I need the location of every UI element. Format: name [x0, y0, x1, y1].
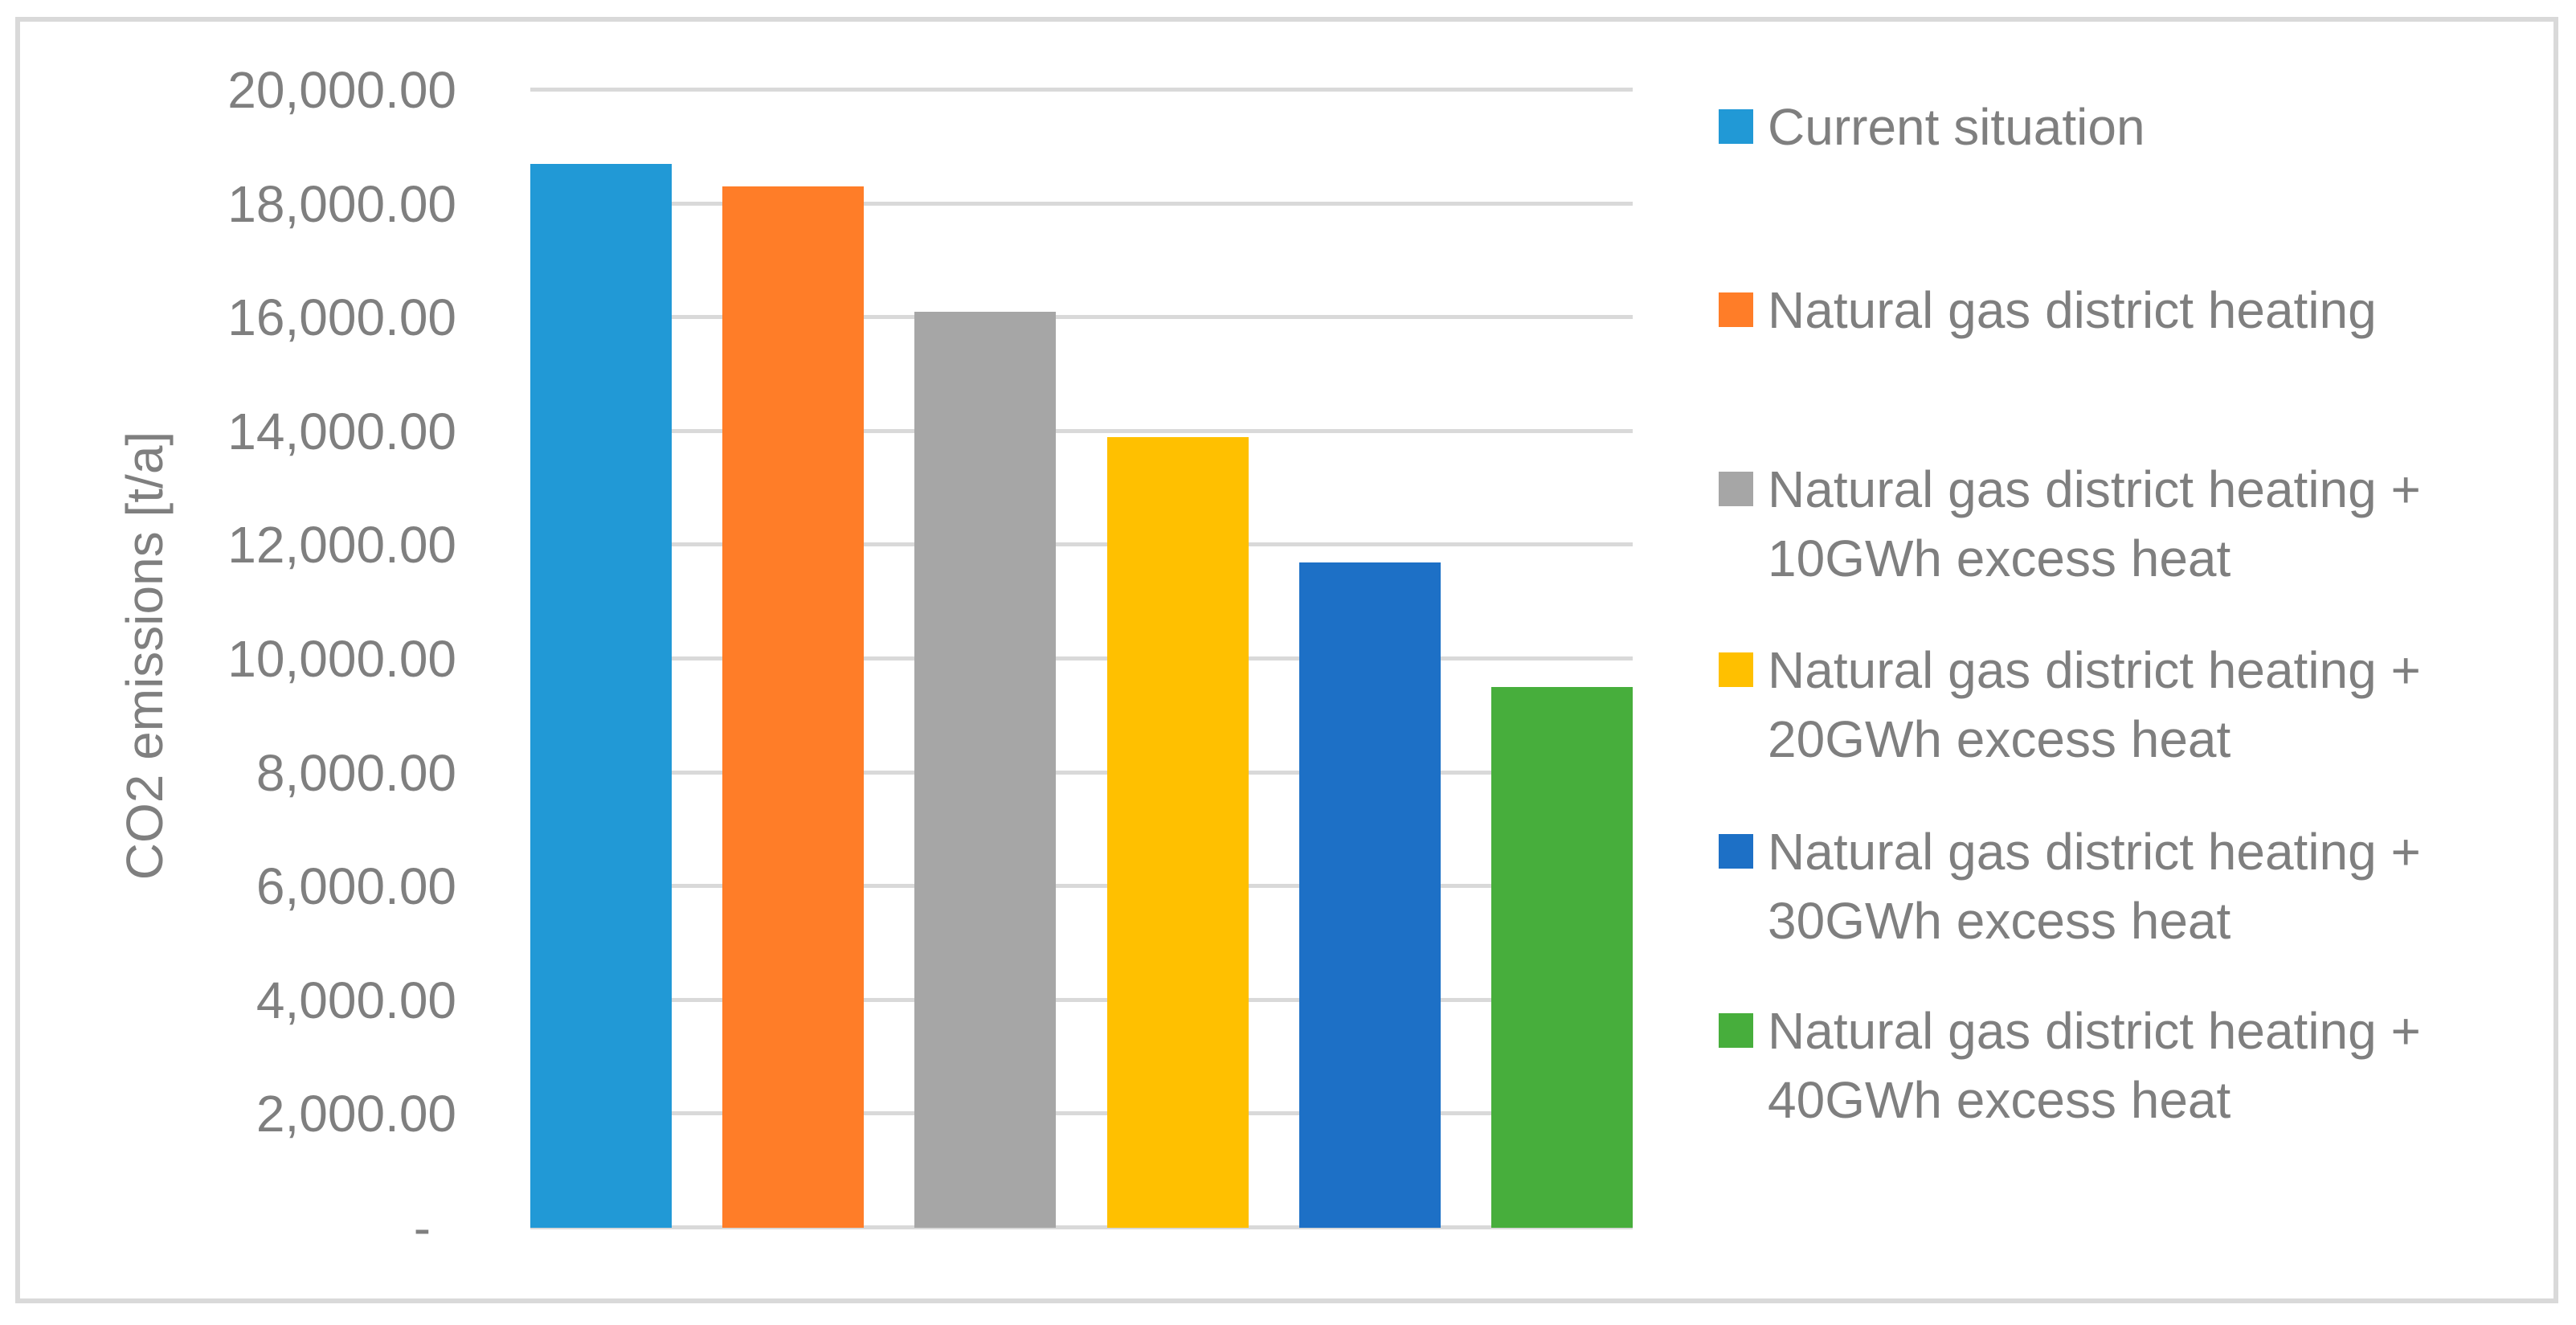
y-tick-label: 18,000.00 — [227, 174, 456, 233]
y-tick-label: 6,000.00 — [256, 857, 456, 916]
bar — [1107, 436, 1249, 1228]
legend-item: Natural gas district heating + 10GWh exc… — [1719, 455, 2421, 593]
legend-marker — [1719, 109, 1753, 144]
grid-line — [530, 997, 1633, 1002]
y-tick-label: 16,000.00 — [227, 288, 456, 347]
y-tick-label: - — [413, 1199, 431, 1257]
legend-label: Natural gas district heating + 10GWh exc… — [1768, 460, 2421, 587]
grid-line — [530, 201, 1633, 206]
legend-item: Current situation — [1719, 92, 2145, 162]
grid-line — [530, 88, 1633, 92]
y-tick-label: 14,000.00 — [227, 402, 456, 460]
y-tick-label: 4,000.00 — [256, 971, 456, 1029]
y-tick-label: 8,000.00 — [256, 743, 456, 802]
legend-marker — [1719, 1013, 1753, 1048]
legend-item: Natural gas district heating + 40GWh exc… — [1719, 996, 2421, 1135]
legend-label: Natural gas district heating + 40GWh exc… — [1768, 1002, 2421, 1129]
grid-line — [530, 542, 1633, 547]
y-tick-label: 12,000.00 — [227, 516, 456, 575]
legend-label: Natural gas district heating + 30GWh exc… — [1768, 823, 2421, 950]
legend-label: Current situation — [1768, 98, 2145, 156]
grid-line — [530, 770, 1633, 775]
legend-marker — [1719, 472, 1753, 506]
legend-marker — [1719, 834, 1753, 869]
grid-line — [530, 315, 1633, 320]
bar — [1491, 687, 1633, 1228]
grid-line — [530, 428, 1633, 433]
legend-item: Natural gas district heating — [1719, 276, 2377, 345]
y-tick-label: 10,000.00 — [227, 630, 456, 688]
legend-marker — [1719, 292, 1753, 327]
legend-label: Natural gas district heating + 20GWh exc… — [1768, 641, 2421, 768]
grid-line — [530, 656, 1633, 660]
legend-item: Natural gas district heating + 30GWh exc… — [1719, 817, 2421, 955]
bar — [722, 186, 864, 1228]
legend-marker — [1719, 652, 1753, 687]
y-tick-label: 20,000.00 — [227, 61, 456, 119]
legend-label: Natural gas district heating — [1768, 281, 2377, 339]
bar — [1299, 562, 1441, 1228]
grid-line — [530, 1225, 1633, 1229]
legend-item: Natural gas district heating + 20GWh exc… — [1719, 636, 2421, 774]
bar — [914, 312, 1056, 1228]
grid-line — [530, 1111, 1633, 1116]
y-tick-label: 2,000.00 — [256, 1085, 456, 1143]
grid-line — [530, 884, 1633, 889]
bar — [530, 164, 672, 1228]
